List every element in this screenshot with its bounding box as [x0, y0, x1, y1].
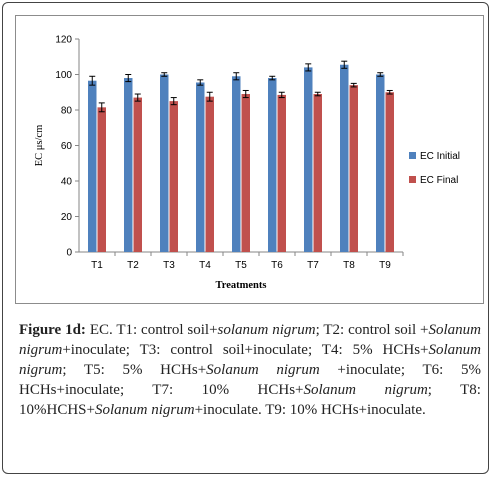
legend-swatch [409, 152, 416, 159]
x-tick-label: T8 [343, 260, 355, 271]
x-tick-label: T6 [271, 260, 283, 271]
bar-final [277, 94, 286, 252]
figure-caption: Figure 1d: EC. T1: control soil+solanum … [19, 320, 481, 420]
caption-segment: +inoculate; T3: control soil+inoculate; … [62, 342, 429, 358]
y-tick-label: 60 [61, 141, 73, 152]
x-axis-title: Treatments [216, 280, 267, 291]
caption-species-name: Solanum nigrum [19, 342, 481, 378]
bar-final [205, 96, 214, 252]
y-axis-title: EC μs/cm [34, 125, 45, 167]
caption-segment: +inoculate; T6: 5% HCHs+inoculate; T7: 1… [19, 362, 481, 398]
x-tick-label: T3 [163, 260, 175, 271]
y-tick-label: 120 [55, 35, 72, 46]
bar-chart: 0 20 40 60 80 100 120 T1 T2 T3 T4 T5 T6 T7 T8 T9 Treatme… [34, 35, 460, 292]
bar-final [169, 101, 178, 252]
legend-label: EC Initial [420, 151, 460, 162]
bar-initial [196, 82, 205, 252]
figure-frame: 0 20 40 60 80 100 120 T1 T2 T3 T4 T5 T6 T7 T8 T9 Treatme… [2, 2, 489, 474]
caption-species-name: Solanum nigrum [19, 322, 481, 358]
caption-species-name: Solanum nigrum [94, 402, 195, 418]
caption-segment: +inoculate. T9: 10% HCHs+inoculate. [194, 402, 426, 418]
caption-species-name: Solanum nigrum [206, 362, 320, 378]
legend-label: EC Final [420, 175, 458, 186]
caption-segment: ; T2: control soil + [315, 322, 429, 338]
legend-swatch [409, 176, 416, 183]
bar-initial [88, 80, 97, 253]
caption-segment: ; T8: 10%HCHS+ [19, 382, 481, 418]
caption-segment: ; T5: 5% HCHs+ [62, 362, 207, 378]
caption-segment: EC. T1: control soil+ [85, 322, 218, 338]
bar-final [133, 97, 142, 252]
caption-text: EC. T1: control soil+solanum nigrum; T2:… [19, 322, 481, 418]
caption-label: Figure 1d: [19, 322, 86, 338]
bar-initial [376, 74, 385, 252]
x-tick-label: T5 [235, 260, 247, 271]
bar-initial [232, 76, 241, 253]
bar-final [241, 94, 250, 253]
bar-initial [268, 78, 277, 252]
bar-final [97, 107, 106, 253]
x-tick-label: T4 [199, 260, 211, 271]
caption-species-name: Solanum nigrum [303, 382, 428, 398]
x-tick-label: T7 [307, 260, 319, 271]
bar-initial [160, 74, 169, 252]
chart-area: 0 20 40 60 80 100 120 T1 T2 T3 T4 T5 T6 T7 T8 T9 Treatme… [15, 15, 484, 304]
bar-initial [340, 64, 349, 252]
bar-initial [124, 78, 133, 252]
y-tick-label: 0 [66, 248, 72, 259]
x-tick-label: T2 [127, 260, 139, 271]
caption-species-name: solanum nigrum [217, 322, 316, 338]
bar-initial [304, 67, 313, 253]
bar-final [385, 92, 394, 252]
x-tick-label: T1 [91, 260, 103, 271]
x-tick-label: T9 [379, 260, 391, 271]
bar-final [313, 94, 322, 253]
y-tick-label: 80 [61, 106, 73, 117]
y-tick-label: 40 [61, 177, 73, 188]
y-tick-label: 100 [55, 70, 72, 81]
bar-final [349, 85, 358, 253]
y-tick-label: 20 [61, 212, 73, 223]
